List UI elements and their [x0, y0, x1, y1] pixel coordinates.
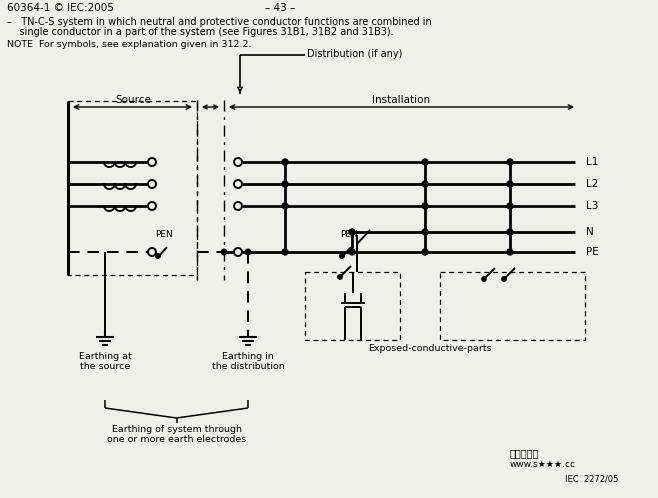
Text: Distribution (if any): Distribution (if any) [307, 49, 403, 59]
Text: Installation: Installation [372, 95, 430, 105]
Circle shape [349, 229, 355, 235]
Circle shape [245, 249, 251, 255]
Text: Earthing in: Earthing in [222, 352, 274, 361]
Text: one or more earth electrodes: one or more earth electrodes [107, 435, 246, 444]
Text: PE: PE [586, 247, 599, 257]
Text: PEN: PEN [155, 230, 173, 239]
Text: 60364-1 © IEC:2005: 60364-1 © IEC:2005 [7, 3, 114, 13]
Circle shape [234, 180, 242, 188]
Circle shape [234, 202, 242, 210]
Circle shape [282, 203, 288, 209]
Circle shape [234, 158, 242, 166]
Text: –   TN-C-S system in which neutral and protective conductor functions are combin: – TN-C-S system in which neutral and pro… [7, 17, 432, 27]
Bar [305, 272, 400, 340]
Text: L2: L2 [586, 179, 598, 189]
Circle shape [156, 254, 160, 258]
Text: N: N [586, 227, 594, 237]
Text: the source: the source [80, 362, 130, 371]
Circle shape [282, 159, 288, 165]
Circle shape [234, 248, 242, 256]
Text: PEN: PEN [340, 230, 358, 239]
Circle shape [349, 249, 355, 255]
Circle shape [422, 229, 428, 235]
Text: Exposed-conductive-parts: Exposed-conductive-parts [368, 344, 492, 353]
Circle shape [148, 180, 156, 188]
Circle shape [282, 181, 288, 187]
Text: Earthing of system through: Earthing of system through [111, 425, 241, 434]
Text: 电力学习网: 电力学习网 [510, 448, 540, 458]
Circle shape [482, 277, 486, 281]
Circle shape [507, 181, 513, 187]
Circle shape [221, 249, 227, 255]
Circle shape [422, 249, 428, 255]
Text: L1: L1 [586, 157, 598, 167]
Circle shape [148, 202, 156, 210]
Text: Earthing at: Earthing at [78, 352, 132, 361]
Circle shape [282, 249, 288, 255]
Circle shape [422, 203, 428, 209]
Text: IEC  2272/05: IEC 2272/05 [565, 474, 619, 483]
Text: single conductor in a part of the system (see Figures 31B1, 31B2 and 31B3).: single conductor in a part of the system… [7, 27, 393, 37]
Text: Source: Source [116, 95, 151, 105]
Text: www.s★★★.cc: www.s★★★.cc [510, 460, 576, 469]
Circle shape [507, 249, 513, 255]
Circle shape [507, 229, 513, 235]
Text: – 43 –: – 43 – [265, 3, 295, 13]
Circle shape [148, 158, 156, 166]
Circle shape [422, 159, 428, 165]
Text: L3: L3 [586, 201, 598, 211]
Circle shape [502, 277, 506, 281]
Circle shape [507, 203, 513, 209]
Circle shape [507, 159, 513, 165]
Circle shape [148, 248, 156, 256]
Circle shape [340, 254, 344, 258]
Text: the distribution: the distribution [212, 362, 284, 371]
Circle shape [338, 275, 342, 279]
Text: NOTE  For symbols, see explanation given in 312.2.: NOTE For symbols, see explanation given … [7, 40, 251, 49]
Circle shape [422, 181, 428, 187]
Bar [440, 272, 585, 340]
Bar [68, 101, 197, 275]
